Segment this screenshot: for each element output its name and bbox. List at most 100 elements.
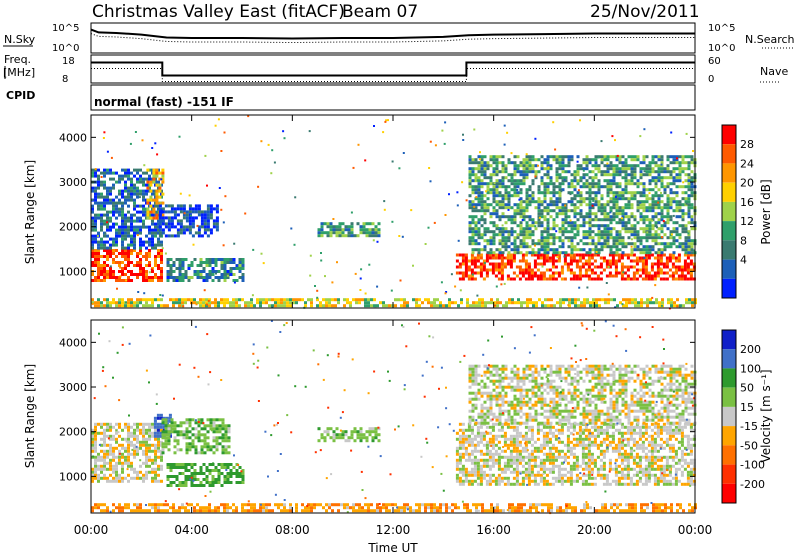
noise-cell — [158, 202, 161, 205]
heatmap-cell-8 — [669, 242, 673, 246]
heatmap-cell-0 — [145, 264, 148, 267]
heatmap-cell-6 — [455, 464, 459, 468]
noise-cell — [607, 293, 610, 296]
heatmap-cell-5 — [202, 506, 205, 510]
heatmap-cell-3 — [238, 466, 242, 469]
heatmap-cell-8 — [681, 212, 685, 216]
heatmap-cell-3 — [232, 472, 236, 475]
heatmap-cell-3 — [190, 484, 194, 487]
heatmap-cell-5 — [520, 506, 523, 510]
heatmap-cell-6 — [379, 301, 382, 305]
heatmap-cell-5 — [187, 503, 190, 507]
heatmap-cell-0 — [121, 267, 124, 270]
noise-cell — [597, 156, 600, 159]
heatmap-cell-1 — [100, 207, 103, 211]
heatmap-cell-8 — [546, 212, 550, 216]
heatmap-cell-8 — [576, 200, 580, 204]
heatmap-cell-8 — [678, 170, 682, 174]
heatmap-cell-8 — [573, 197, 577, 201]
heatmap-cell-8 — [648, 173, 652, 177]
heatmap-cell-0 — [91, 479, 94, 483]
heatmap-cell-1 — [127, 210, 130, 214]
heatmap-cell-0 — [121, 249, 124, 252]
heatmap-cell-4 — [199, 273, 203, 276]
heatmap-cell-4 — [205, 273, 209, 276]
heatmap-cell-5 — [94, 506, 97, 510]
heatmap-cell-6 — [592, 301, 595, 305]
heatmap-cell-8 — [555, 185, 559, 189]
heatmap-cell-8 — [585, 203, 589, 207]
heatmap-cell-8 — [576, 218, 580, 222]
heatmap-cell-8 — [627, 227, 631, 231]
heatmap-cell-6 — [403, 298, 406, 302]
heatmap-cell-8 — [540, 155, 544, 159]
heatmap-cell-0 — [91, 476, 94, 480]
nsearch-label: N.Search — [745, 33, 795, 46]
heatmap-cell-7 — [470, 256, 474, 260]
heatmap-cell-0 — [154, 276, 157, 279]
heatmap-cell-3 — [203, 222, 207, 226]
heatmap-cell-8 — [501, 170, 505, 174]
heatmap-cell-1 — [100, 213, 103, 217]
heatmap-cell-1 — [121, 240, 124, 244]
heatmap-cell-7 — [494, 268, 498, 272]
heatmap-cell-3 — [208, 472, 212, 475]
heatmap-cell-5 — [325, 509, 328, 513]
heatmap-cell-6 — [250, 301, 253, 305]
heatmap-cell-0 — [142, 461, 145, 465]
heatmap-cell-3 — [205, 478, 209, 481]
heatmap-cell-7 — [692, 253, 696, 257]
heatmap-cell-8 — [519, 200, 523, 204]
noise-cell — [224, 195, 227, 198]
heatmap-cell-8 — [585, 185, 589, 189]
heatmap-cell-5 — [103, 503, 106, 507]
heatmap-cell-0 — [97, 264, 100, 267]
heatmap-cell-7 — [467, 277, 471, 281]
heatmap-cell-8 — [639, 248, 643, 252]
heatmap-cell-2 — [185, 442, 189, 446]
heatmap-cell-5 — [124, 503, 127, 507]
heatmap-cell-8 — [477, 179, 481, 183]
heatmap-cell-3 — [188, 204, 192, 208]
heatmap-cell-8 — [495, 212, 499, 216]
heatmap-cell-6 — [328, 304, 331, 308]
heatmap-cell-7 — [470, 262, 474, 266]
heatmap-cell-8 — [633, 191, 637, 195]
heatmap-cell-1 — [160, 240, 163, 244]
heatmap-cell-8 — [609, 236, 613, 240]
heatmap-cell-8 — [555, 179, 559, 183]
heatmap-cell-5 — [559, 509, 562, 513]
heatmap-cell-8 — [630, 182, 634, 186]
heatmap-cell-0 — [136, 446, 139, 450]
heatmap-cell-7 — [539, 274, 543, 278]
heatmap-cell-0 — [97, 476, 100, 480]
heatmap-cell-8 — [585, 230, 589, 234]
heatmap-cell-5 — [475, 506, 478, 510]
heatmap-cell-8 — [645, 206, 649, 210]
heatmap-cell-1 — [109, 171, 112, 175]
heatmap-cell-1 — [118, 174, 121, 178]
heatmap-cell-8 — [642, 161, 646, 165]
heatmap-cell-7 — [560, 271, 564, 275]
heatmap-cell-0 — [145, 455, 148, 459]
heatmap-cell-5 — [151, 506, 154, 510]
heatmap-cell-7 — [686, 262, 690, 266]
noise-cell — [521, 219, 524, 221]
heatmap-cell-8 — [678, 167, 682, 171]
noise-cell — [494, 304, 497, 307]
heatmap-cell-8 — [516, 245, 520, 249]
nave-label: Nave — [760, 65, 788, 78]
heatmap-cell-7 — [491, 262, 495, 266]
heatmap-cell-8 — [621, 236, 625, 240]
heatmap-cell-6 — [322, 298, 325, 302]
heatmap-cell-0 — [124, 273, 127, 276]
heatmap-cell-0 — [145, 422, 148, 426]
heatmap-cell-5 — [359, 228, 363, 232]
heatmap-cell-8 — [675, 206, 679, 210]
heatmap-cell-6 — [181, 298, 184, 302]
heatmap-cell-8 — [618, 230, 622, 234]
heatmap-cell-8 — [534, 164, 538, 168]
heatmap-cell-8 — [567, 185, 571, 189]
heatmap-cell-8 — [477, 209, 481, 213]
heatmap-cell-8 — [687, 200, 691, 204]
